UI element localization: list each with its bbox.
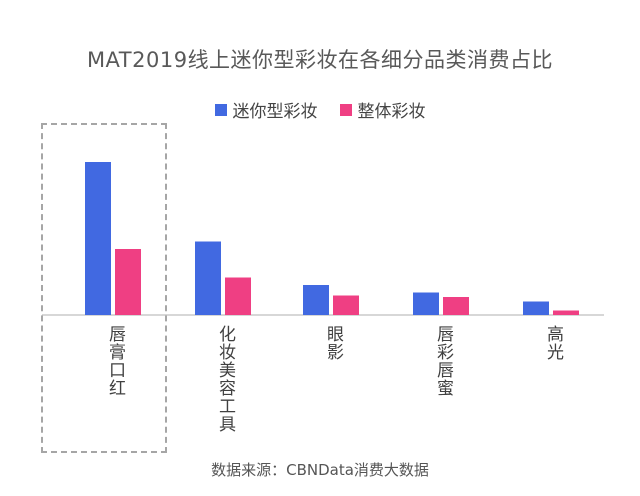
legend-swatch-mini [214, 103, 227, 116]
category-label-1: 化妆美容工具 [215, 325, 235, 433]
category-label-0: 唇膏口红 [105, 325, 125, 397]
bar-overall-4 [553, 310, 579, 315]
bar-mini-4 [523, 301, 549, 315]
bar-overall-1 [225, 277, 251, 315]
bar-overall-0 [115, 249, 141, 315]
legend-label-overall: 整体彩妆 [357, 102, 426, 122]
bar-mini-1 [195, 241, 221, 315]
category-label-2: 眼影 [323, 325, 343, 361]
bar-mini-3 [413, 292, 439, 315]
legend-label-mini: 迷你型彩妆 [232, 102, 318, 122]
category-label-4: 高光 [543, 325, 563, 361]
category-label-3: 唇彩唇蜜 [433, 325, 453, 397]
legend-item-overall: 整体彩妆 [339, 97, 426, 122]
bar-overall-3 [443, 297, 469, 315]
source-note: 数据来源：CBNData消费大数据 [211, 461, 429, 479]
bar-overall-2 [333, 295, 359, 315]
legend-item-mini: 迷你型彩妆 [214, 97, 318, 122]
chart-legend: 迷你型彩妆 整体彩妆 [0, 97, 640, 122]
legend-swatch-overall [339, 103, 352, 116]
highlight-box [41, 123, 167, 453]
chart-title: MAT2019线上迷你型彩妆在各细分品类消费占比 [86, 48, 554, 72]
bar-mini-2 [303, 285, 329, 315]
bar-mini-0 [85, 162, 111, 315]
